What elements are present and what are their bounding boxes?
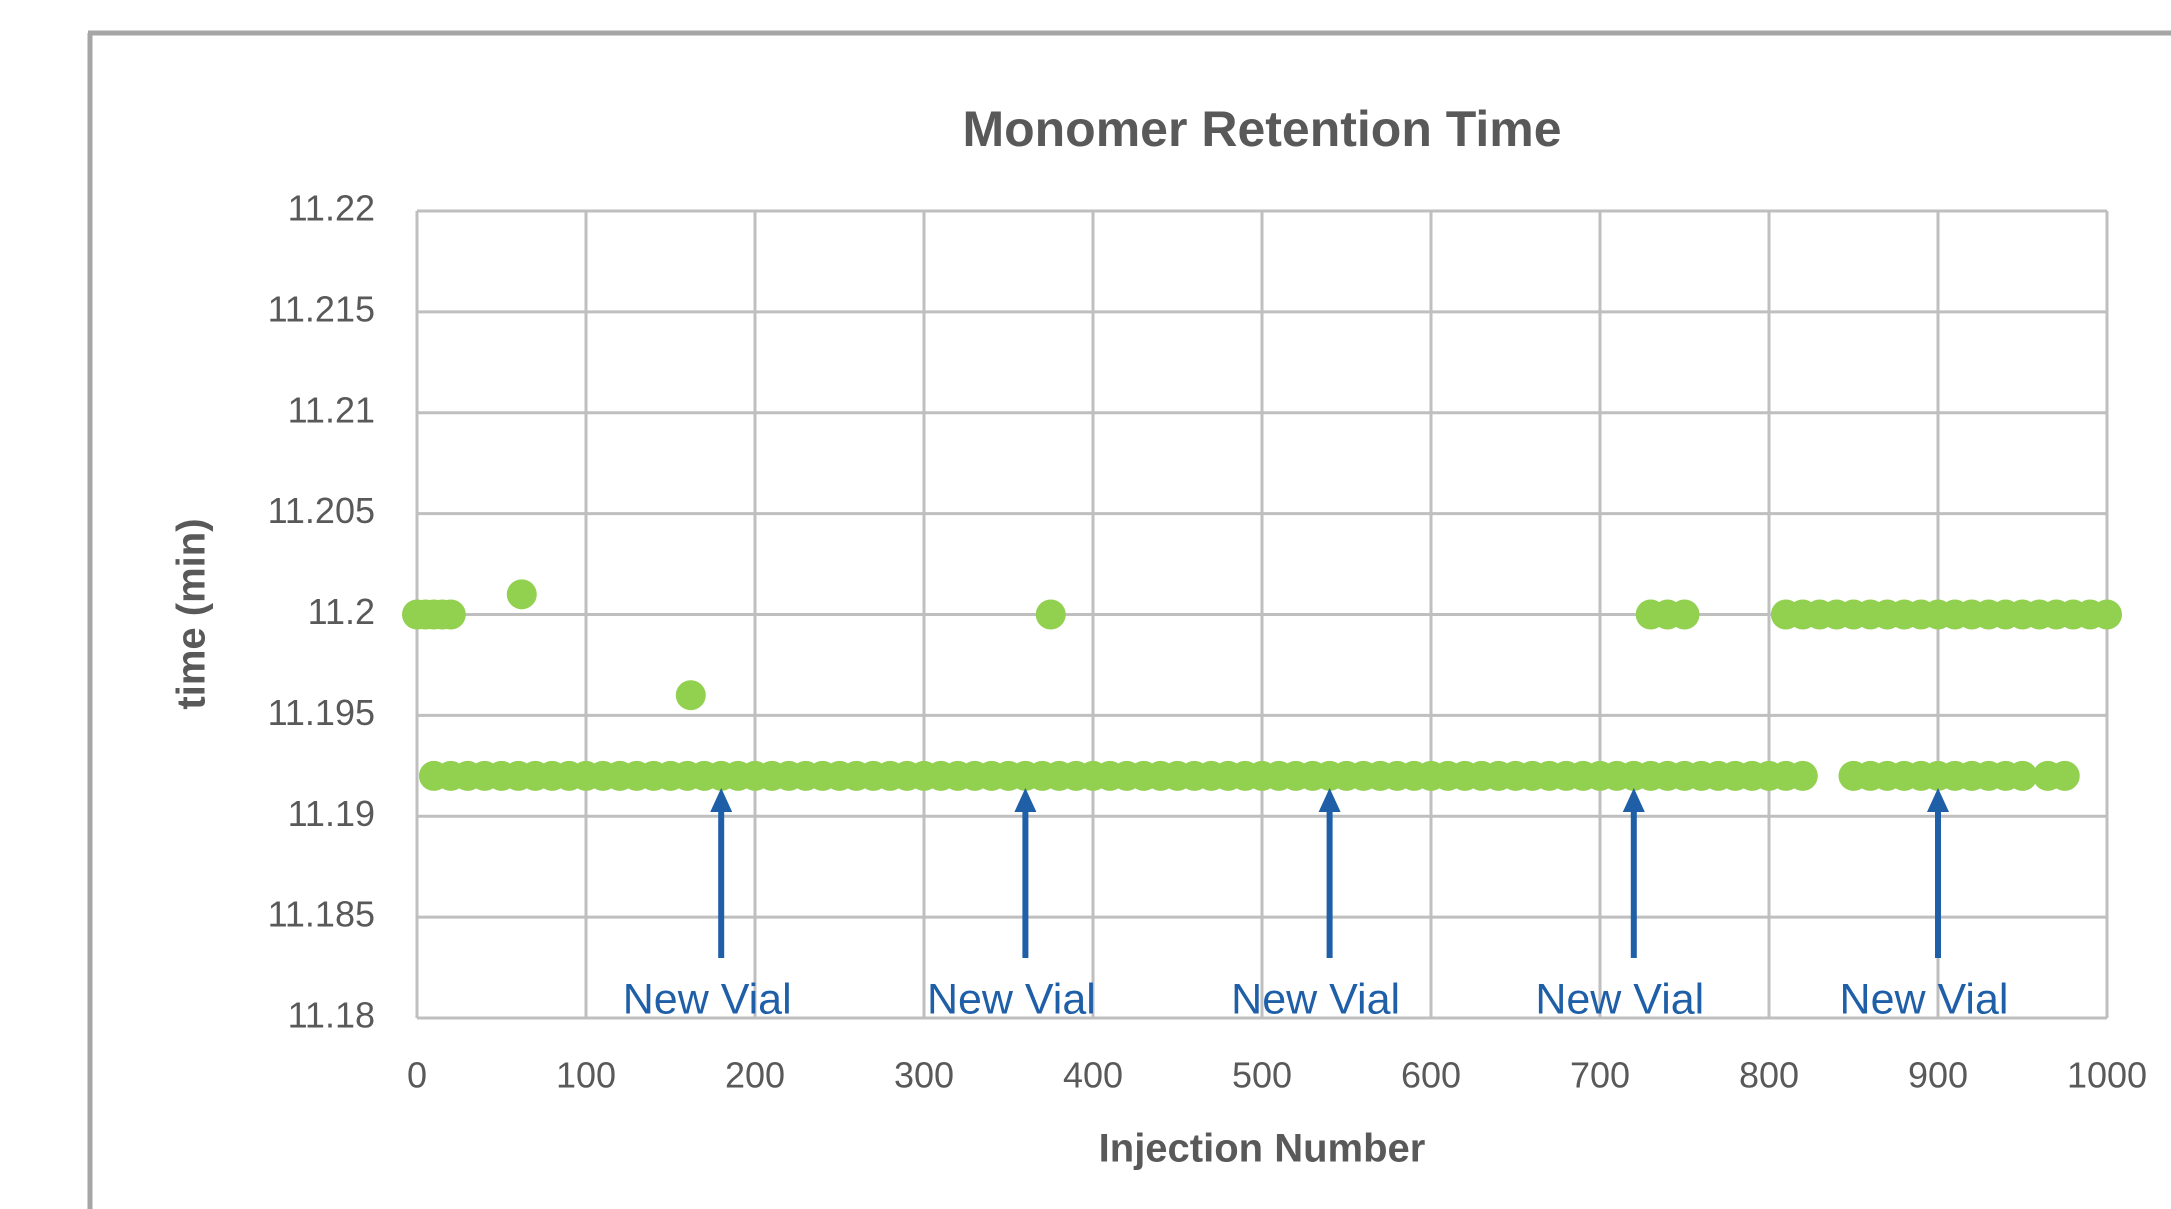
y-tick-label: 11.18 [288,995,375,1036]
annotation-label: New Vial [1535,975,1704,1023]
data-point [1787,760,1818,791]
x-tick-label: 600 [1401,1055,1461,1096]
data-point [435,599,466,630]
y-axis-title: time (min) [170,518,214,709]
x-tick-label: 700 [1570,1055,1630,1096]
x-tick-label: 100 [556,1055,616,1096]
data-point [675,680,706,711]
y-tick-label: 11.205 [268,490,375,531]
arrow-head [710,788,733,812]
chart-title: Monomer Retention Time [962,101,1561,157]
x-tick-label: 800 [1739,1055,1799,1096]
arrow-head [1927,788,1949,812]
x-tick-label: 300 [894,1055,954,1096]
annotation-label: New Vial [927,975,1096,1023]
data-point [2007,760,2038,791]
x-tick-label: 200 [725,1055,785,1096]
arrow-head [1318,788,1341,812]
annotation-label: New Vial [1840,975,2009,1023]
y-tick-label: 11.185 [268,894,375,935]
x-tick-label: 500 [1232,1055,1292,1096]
annotation-label: New Vial [623,975,792,1023]
arrow-head [1622,788,1645,812]
x-axis-title: Injection Number [1099,1127,1426,1171]
data-point [506,579,537,610]
y-tick-label: 11.19 [288,793,375,834]
y-tick-label: 11.2 [308,591,375,632]
x-tick-label: 0 [407,1055,427,1096]
arrow-head [1014,788,1037,812]
y-tick-label: 11.195 [268,692,375,733]
x-tick-label: 900 [1908,1055,1968,1096]
y-tick-label: 11.215 [268,288,375,329]
data-point [2049,760,2080,791]
data-point [1035,599,1066,630]
data-point [1669,599,1700,630]
y-tick-label: 11.22 [288,188,375,229]
y-tick-label: 11.21 [288,389,375,430]
data-point [2092,599,2122,630]
x-tick-label: 1000 [2067,1055,2147,1096]
x-tick-label: 400 [1063,1055,1123,1096]
annotation-label: New Vial [1231,975,1400,1023]
